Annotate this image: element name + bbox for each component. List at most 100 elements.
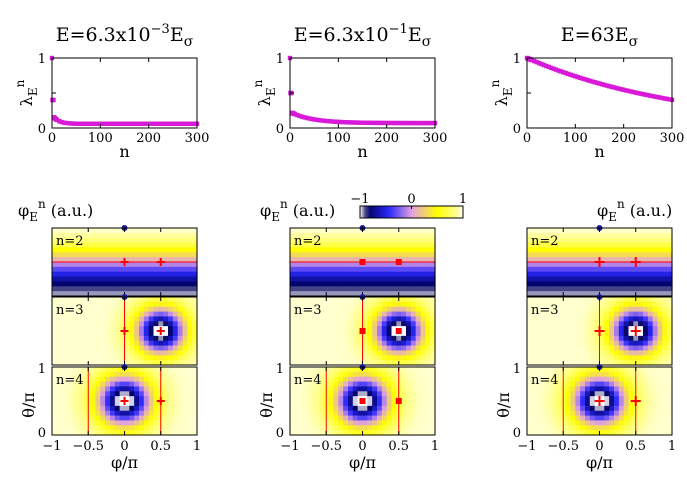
- y-tick-label: 0: [276, 122, 284, 137]
- heatmap-cell: [110, 360, 116, 366]
- heatmap-cell: [352, 237, 359, 244]
- heatmap-cell: [623, 297, 630, 303]
- heatmap-cell: [643, 410, 649, 417]
- heatmap-cell: [52, 252, 58, 258]
- heatmap-cell: [172, 232, 179, 239]
- heatmap-cell: [565, 355, 572, 361]
- heatmap-cell: [662, 311, 668, 318]
- heatmap-cell: [386, 237, 393, 244]
- heatmap-cell: [662, 420, 668, 426]
- heatmap-cell: [531, 386, 538, 392]
- heatmap-cell: [589, 410, 596, 417]
- colorbar: −1 0 1: [350, 192, 467, 219]
- heatmap-cell: [531, 311, 538, 318]
- heatmap-cell: [531, 252, 538, 258]
- heatmap-cell: [594, 391, 601, 397]
- heatmap-cell: [386, 271, 393, 278]
- heatmap-cell: [338, 340, 344, 347]
- heatmap-cell: [61, 306, 68, 313]
- heatmap-cell: [633, 247, 639, 253]
- heatmap-cell: [652, 311, 659, 318]
- heatmap-cell: [187, 316, 193, 322]
- heatmap-cell: [153, 415, 159, 422]
- heatmap-cell: [187, 286, 193, 292]
- spectrum-point: [333, 119, 339, 124]
- heatmap-cell: [177, 262, 184, 268]
- heatmap-cell: [401, 286, 407, 292]
- heatmap-cell: [391, 335, 397, 342]
- heatmap-cell: [182, 311, 188, 318]
- heatmap-cell: [551, 316, 557, 322]
- heatmap-cell: [618, 237, 625, 244]
- heatmap-cell: [565, 262, 572, 268]
- heatmap-cell: [323, 311, 330, 318]
- heatmap-cell: [594, 242, 601, 249]
- heatmap-cell: [643, 257, 649, 263]
- heatmap-cell: [182, 228, 188, 234]
- heatmap-cell: [628, 247, 634, 253]
- heatmap-cell: [599, 266, 605, 273]
- heatmap-cell: [134, 286, 140, 292]
- x-tick-label: 0: [523, 131, 531, 146]
- heatmap-cell: [143, 228, 150, 234]
- heatmap-cell: [551, 386, 557, 392]
- heatmap-cell: [565, 276, 572, 283]
- heatmap-cell: [343, 425, 349, 431]
- heatmap-cell: [52, 321, 58, 327]
- heatmap-cell: [362, 350, 368, 356]
- heatmap-cell: [158, 311, 164, 318]
- heatmap-cell: [570, 291, 576, 297]
- spectrum-point: [102, 121, 108, 126]
- heatmap-cell: [628, 297, 634, 303]
- heatmap-cell: [367, 252, 373, 258]
- heatmap-cell: [114, 350, 121, 356]
- heatmap-cell: [90, 232, 97, 239]
- heatmap-cell: [134, 360, 140, 366]
- heatmap-cell: [319, 386, 325, 392]
- heatmap-cell: [638, 350, 644, 356]
- heatmap-cell: [139, 331, 145, 337]
- heatmap-cell: [177, 391, 184, 397]
- heatmap-cell: [628, 316, 634, 322]
- heatmap-cell: [357, 415, 364, 422]
- heatmap-cell: [614, 430, 620, 436]
- heatmap-cell: [362, 430, 368, 436]
- heatmap-cell: [139, 286, 145, 292]
- heatmap-cell: [290, 311, 296, 318]
- heatmap-cell: [348, 321, 354, 327]
- heatmap-cell: [415, 335, 422, 342]
- heatmap-cell: [628, 242, 634, 249]
- heatmap-cell: [319, 381, 325, 388]
- heatmap-cell: [638, 410, 644, 417]
- heatmap-cell: [657, 331, 663, 337]
- heatmap-cell: [425, 271, 431, 278]
- heatmap-cell: [609, 410, 615, 417]
- heatmap-cell: [52, 247, 58, 253]
- heatmap-cell: [343, 311, 349, 318]
- heatmap-cell: [415, 401, 422, 407]
- heatmap-cell: [95, 281, 101, 287]
- heatmap-cell: [594, 420, 601, 426]
- heatmap-cell: [401, 355, 407, 361]
- heatmap-cell: [589, 271, 596, 278]
- heatmap-cell: [430, 331, 436, 337]
- heatmap-cell: [352, 381, 359, 388]
- heatmap-cell: [182, 430, 188, 436]
- heatmap-cell: [61, 228, 68, 234]
- heatmap-cell: [546, 430, 552, 436]
- heatmap-cell: [110, 232, 116, 239]
- heatmap-cell: [71, 252, 77, 258]
- heatmap-n=3: n=3: [289, 294, 436, 366]
- heatmap-cell: [546, 281, 552, 287]
- heatmap-cell: [585, 376, 591, 383]
- heatmap-cell: [386, 262, 393, 268]
- heatmap-cell: [290, 266, 296, 273]
- heatmap-cell: [66, 355, 72, 361]
- x-tick-label: 0: [595, 439, 603, 454]
- heatmap-cell: [148, 247, 155, 253]
- heatmap-cell: [401, 297, 407, 303]
- heatmap-cell: [425, 237, 431, 244]
- heatmap-cell: [90, 350, 97, 356]
- heatmap-cell: [290, 228, 296, 234]
- heatmap-cell: [362, 340, 368, 347]
